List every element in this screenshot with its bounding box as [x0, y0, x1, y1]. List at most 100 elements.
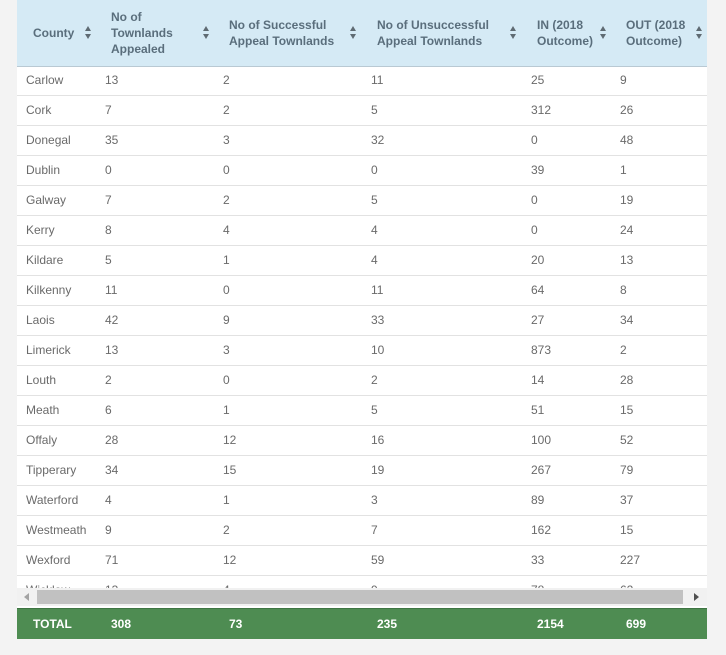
sort-icon[interactable] — [85, 26, 92, 40]
county-cell: Carlow — [26, 73, 64, 87]
successful-appeals-cell: 3 — [223, 133, 230, 147]
unsuccessful-appeals-cell: 4 — [371, 253, 378, 267]
county-cell: Meath — [26, 403, 60, 417]
townlands-appealed-cell: 9 — [105, 523, 112, 537]
sort-icon[interactable] — [510, 26, 517, 40]
in-2018-cell: 51 — [531, 403, 545, 417]
table-row: Kilkenny 11 0 11 64 8 — [17, 276, 707, 306]
out-2018-cell: 9 — [620, 73, 627, 87]
column-header-in-2018[interactable]: IN (2018 Outcome) — [537, 0, 597, 66]
out-2018-cell: 24 — [620, 223, 634, 237]
county-cell: Westmeath — [26, 523, 87, 537]
horizontal-scrollbar[interactable] — [17, 588, 707, 606]
successful-appeals-cell: 3 — [223, 343, 230, 357]
header-label-line: Outcome) — [537, 34, 594, 48]
county-cell: Kerry — [26, 223, 55, 237]
successful-appeals-cell: 12 — [223, 553, 237, 567]
out-2018-cell: 19 — [620, 193, 634, 207]
successful-appeals-cell: 0 — [223, 163, 230, 177]
county-cell: Limerick — [26, 343, 71, 357]
townlands-appealed-cell: 0 — [105, 163, 112, 177]
in-2018-cell: 14 — [531, 373, 545, 387]
successful-appeals-cell: 0 — [223, 283, 230, 297]
unsuccessful-appeals-cell: 7 — [371, 523, 378, 537]
county-cell: Wexford — [26, 553, 71, 567]
column-header-townlands-appealed[interactable]: No of Townlands Appealed — [111, 0, 201, 66]
townlands-appealed-cell: 4 — [105, 493, 112, 507]
table-row: Kildare 5 1 4 20 13 — [17, 246, 707, 276]
out-2018-cell: 26 — [620, 103, 634, 117]
totals-row: TOTAL 308 73 235 2154 699 — [17, 608, 707, 639]
header-label: County — [33, 26, 75, 40]
unsuccessful-appeals-cell: 11 — [371, 283, 384, 297]
out-2018-cell: 227 — [620, 553, 641, 567]
sort-icon[interactable] — [350, 26, 357, 40]
table-row: Kerry 8 4 4 0 24 — [17, 216, 707, 246]
total-in-2018: 2154 — [537, 617, 564, 631]
header-label: No of Unsuccessful Appeal Townlands — [377, 17, 489, 49]
townlands-appealed-cell: 13 — [105, 343, 119, 357]
successful-appeals-cell: 2 — [223, 73, 230, 87]
in-2018-cell: 0 — [531, 133, 538, 147]
unsuccessful-appeals-cell: 19 — [371, 463, 385, 477]
successful-appeals-cell: 12 — [223, 433, 237, 447]
in-2018-cell: 39 — [531, 163, 545, 177]
sort-icon[interactable] — [696, 26, 703, 40]
county-cell: Offaly — [26, 433, 58, 447]
column-header-county[interactable]: County — [33, 0, 93, 66]
successful-appeals-cell: 0 — [223, 373, 230, 387]
sort-icon[interactable] — [600, 26, 607, 40]
successful-appeals-cell: 9 — [223, 313, 230, 327]
header-label-line: Townlands — [111, 26, 173, 40]
table-row: Meath 6 1 5 51 15 — [17, 396, 707, 426]
in-2018-cell: 64 — [531, 283, 545, 297]
successful-appeals-cell: 2 — [223, 103, 230, 117]
unsuccessful-appeals-cell: 5 — [371, 103, 378, 117]
scroll-left-arrow-icon[interactable] — [24, 593, 29, 601]
total-townlands-appealed: 308 — [111, 617, 132, 631]
county-cell: Laois — [26, 313, 55, 327]
column-header-unsuccessful-appeals[interactable]: No of Unsuccessful Appeal Townlands — [377, 0, 507, 66]
total-successful-appeals: 73 — [229, 617, 243, 631]
out-2018-cell: 15 — [620, 403, 634, 417]
sort-icon[interactable] — [203, 26, 210, 40]
out-2018-cell: 48 — [620, 133, 634, 147]
successful-appeals-cell: 1 — [223, 403, 230, 417]
in-2018-cell: 25 — [531, 73, 545, 87]
townlands-appealed-cell: 71 — [105, 553, 119, 567]
out-2018-cell: 1 — [620, 163, 627, 177]
in-2018-cell: 873 — [531, 343, 552, 357]
in-2018-cell: 0 — [531, 223, 538, 237]
county-cell: Dublin — [26, 163, 61, 177]
table-header: County No of Townlands Appealed No of Su… — [17, 0, 707, 67]
county-cell: Galway — [26, 193, 67, 207]
townlands-appealed-cell: 7 — [105, 103, 112, 117]
out-2018-cell: 2 — [620, 343, 627, 357]
county-cell: Kildare — [26, 253, 64, 267]
out-2018-cell: 37 — [620, 493, 634, 507]
out-2018-cell: 28 — [620, 373, 634, 387]
unsuccessful-appeals-cell: 11 — [371, 73, 384, 87]
scrollbar-thumb[interactable] — [37, 590, 683, 604]
in-2018-cell: 27 — [531, 313, 545, 327]
in-2018-cell: 33 — [531, 553, 545, 567]
out-2018-cell: 13 — [620, 253, 634, 267]
column-header-out-2018[interactable]: OUT (2018 Outcome) — [626, 0, 690, 66]
in-2018-cell: 89 — [531, 493, 545, 507]
table-row: Carlow 13 2 11 25 9 — [17, 66, 707, 96]
county-cell: Donegal — [26, 133, 71, 147]
column-header-successful-appeals[interactable]: No of Successful Appeal Townlands — [229, 0, 349, 66]
header-label: IN (2018 Outcome) — [537, 17, 593, 49]
county-cell: Tipperary — [26, 463, 77, 477]
unsuccessful-appeals-cell: 16 — [371, 433, 385, 447]
scroll-right-arrow-icon[interactable] — [694, 593, 699, 601]
table-row: Waterford 4 1 3 89 37 — [17, 486, 707, 516]
header-label-line: No of — [111, 10, 142, 24]
table-row: Cork 7 2 5 312 26 — [17, 96, 707, 126]
table-body: Carlow 13 2 11 25 9 Cork 7 2 5 312 26 Donegal 35 3 32 0 4… — [17, 66, 707, 606]
in-2018-cell: 162 — [531, 523, 552, 537]
unsuccessful-appeals-cell: 3 — [371, 493, 378, 507]
total-unsuccessful-appeals: 235 — [377, 617, 398, 631]
in-2018-cell: 20 — [531, 253, 545, 267]
unsuccessful-appeals-cell: 4 — [371, 223, 378, 237]
